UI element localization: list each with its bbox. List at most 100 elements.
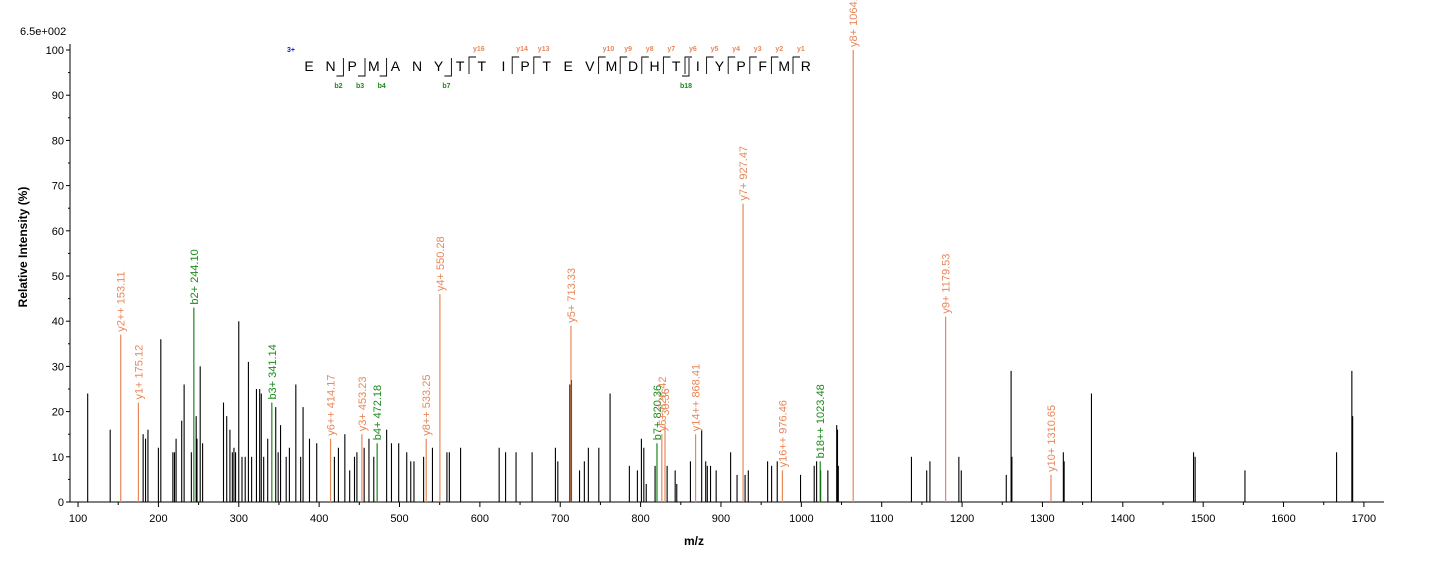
x-tick-label: 1600	[1271, 513, 1295, 525]
b-ion-label: b4	[378, 83, 386, 90]
x-tick-label: 1400	[1111, 513, 1135, 525]
peak-label: y14++ 868.41	[691, 364, 703, 431]
y-tick-label: 90	[52, 90, 64, 102]
intensity-scale-label: 6.5e+002	[20, 26, 66, 38]
y-ion-label: y1	[797, 46, 805, 53]
x-tick-label: 1100	[870, 513, 894, 525]
y-ion-label: y13	[538, 46, 550, 53]
y-ion-label: y9	[624, 46, 632, 53]
b-ion-label: b3	[356, 83, 364, 90]
y-ion-cleavage-mark	[770, 56, 779, 74]
y-ion-cleavage-mark	[706, 56, 714, 74]
peak-label: y8+ 1064.53	[848, 0, 860, 47]
y-ion-label: y10	[603, 46, 615, 53]
x-tick-label: 900	[712, 513, 730, 525]
y-ion-cleavage-mark	[511, 56, 520, 74]
sequence-residue: P	[348, 58, 357, 74]
axes: 0 10 20 30 40 50 60 70 80 90 100 100 200 300 400 500 600…	[46, 44, 1384, 525]
y-ion-label: y3	[754, 46, 762, 53]
b-ion-cleavage-mark	[379, 58, 388, 77]
peak-label: b3+ 341.14	[267, 344, 279, 399]
x-tick-label: 500	[390, 513, 408, 525]
b-ion-cleavage-mark	[336, 58, 344, 77]
sequence-residue: I	[696, 58, 700, 74]
b-ion-cleavage-mark	[358, 58, 366, 77]
y-ion-cleavage-mark	[598, 56, 606, 74]
y-tick-label: 80	[52, 135, 64, 147]
y-ion-cleavage-mark	[533, 56, 541, 74]
peak-label: y6+ 826.42	[657, 376, 669, 431]
peak-label: y1+ 175.12	[133, 345, 145, 400]
peak-label: y9+ 1179.53	[941, 254, 953, 314]
peaks-layer	[87, 321, 1354, 502]
x-tick-label: 300	[230, 513, 248, 525]
peak-label: b2+ 244.10	[189, 249, 201, 304]
sequence-residue: I	[501, 58, 505, 74]
sequence-residue: M	[778, 58, 790, 74]
y-ion-cleavage-mark	[684, 56, 692, 74]
sequence-residue: P	[736, 58, 745, 74]
x-tick-label: 700	[551, 513, 569, 525]
peak-label: y5+ 713.33	[566, 268, 578, 323]
peak-label: y8++ 533.25	[421, 375, 433, 436]
y-ion-label: y2	[775, 46, 783, 53]
annotated-peaks-layer: y2++ 153.11 y1+ 175.12 b2+ 244.10 b3+ 341.1…	[116, 0, 1058, 502]
peak-label: y4+ 550.28	[435, 236, 447, 291]
y-ion-label: y5	[711, 46, 719, 53]
peak-label: b4+ 472.18	[372, 385, 384, 440]
peak-label: b7+ 820.36	[652, 385, 664, 440]
x-axis-title: m/z	[684, 534, 704, 548]
sequence-residue: E	[304, 58, 313, 74]
x-tick-label: 1500	[1191, 513, 1215, 525]
sequence-residue: E	[564, 58, 573, 74]
peak-label: y7+ 927.47	[738, 146, 750, 201]
peak-label: ~30.36	[660, 388, 672, 422]
precursor-charge: 3+	[287, 47, 295, 54]
sequence-residue: T	[478, 58, 487, 74]
sequence-residue: T	[542, 58, 551, 74]
y-ion-cleavage-mark	[662, 56, 671, 74]
y-tick-label: 50	[52, 271, 64, 283]
sequence-residue: M	[368, 58, 380, 74]
b-ion-label: b2	[334, 83, 342, 90]
x-tick-label: 800	[631, 513, 649, 525]
x-tick-label: 600	[471, 513, 489, 525]
y-tick-label: 20	[52, 407, 64, 419]
y-ion-cleavage-mark	[727, 56, 736, 74]
y-ion-cleavage-mark	[619, 56, 628, 74]
sequence-residue: T	[672, 58, 681, 74]
y-ion-cleavage-mark	[749, 56, 757, 74]
y-tick-label: 70	[52, 181, 64, 193]
y-ion-cleavage-mark	[468, 56, 476, 74]
sequence-residue: A	[391, 58, 401, 74]
sequence-residue: V	[585, 58, 595, 74]
peak-label: y2++ 153.11	[116, 271, 128, 331]
peak-label: b18++ 1023.48	[815, 384, 827, 458]
sequence-residue: P	[520, 58, 529, 74]
y-tick-label: 60	[52, 226, 64, 238]
b-ion-label: b7	[442, 83, 450, 90]
y-ion-cleavage-mark	[641, 56, 649, 74]
y-tick-label: 30	[52, 361, 64, 373]
y-tick-label: 40	[52, 316, 64, 328]
y-ion-cleavage-mark	[792, 56, 800, 74]
y-tick-label: 10	[52, 452, 64, 464]
y-ion-label: y7	[667, 46, 675, 53]
peak-label: y16++ 976.46	[777, 400, 789, 467]
sequence-residue: N	[412, 58, 422, 74]
x-tick-label: 1700	[1352, 513, 1376, 525]
sequence-residue: H	[650, 58, 660, 74]
sequence-residue: R	[801, 58, 811, 74]
y-ion-label: y14	[516, 46, 528, 53]
x-tick-label: 1000	[789, 513, 813, 525]
x-tick-label: 100	[69, 513, 87, 525]
sequence-residue: F	[758, 58, 767, 74]
y-tick-label: 0	[58, 497, 64, 509]
x-tick-label: 1200	[950, 513, 974, 525]
sequence-residue: M	[606, 58, 618, 74]
sequence-residue: N	[326, 58, 336, 74]
y-ion-label: y16	[473, 46, 485, 53]
y-axis-title: Relative Intensity (%)	[16, 187, 30, 308]
